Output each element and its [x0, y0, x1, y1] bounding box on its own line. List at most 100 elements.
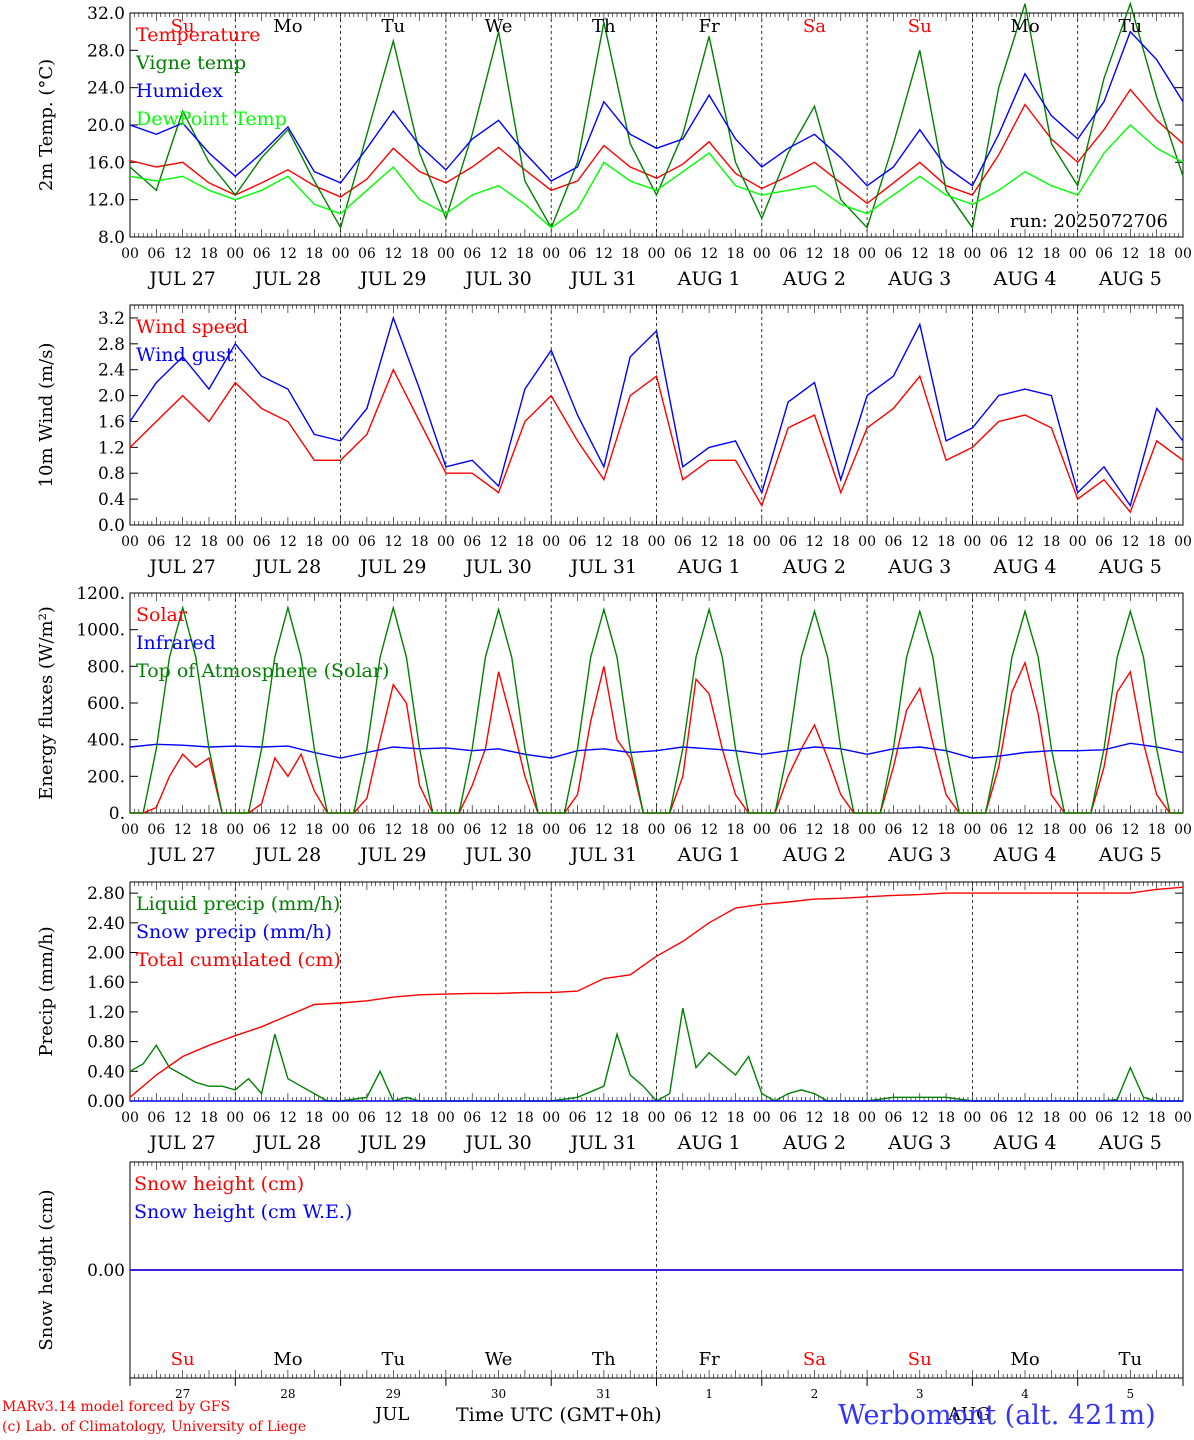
hour-label: 12 [1121, 534, 1139, 550]
y-tick-label: 0.80 [87, 1033, 125, 1053]
station-label: Werbomont (alt. 421m) [838, 1400, 1156, 1431]
hour-label: 12 [174, 1110, 192, 1126]
hour-label: 00 [332, 534, 350, 550]
date-label: JUL 28 [253, 556, 321, 578]
date-label: AUG 4 [993, 1132, 1057, 1154]
y-tick-label: 3.2 [98, 309, 125, 329]
panel-3: 0. 200. 400. 600. 800. 1000. 1200. Energy fluxe… [36, 584, 1192, 866]
hour-label: 06 [358, 1110, 376, 1126]
y-tick-label: 2.0 [98, 387, 125, 407]
date-label: AUG 2 [782, 268, 846, 290]
date-label: AUG 5 [1098, 844, 1162, 866]
hour-label: 18 [411, 534, 429, 550]
hour-label: 18 [411, 246, 429, 262]
hour-label: 00 [1174, 246, 1192, 262]
model-credit: MARv3.14 model forced by GFS [2, 1399, 231, 1415]
hour-label: 00 [121, 822, 139, 838]
hour-label: 18 [200, 534, 218, 550]
hour-label: 18 [1148, 534, 1166, 550]
hour-label: 18 [200, 246, 218, 262]
plot-frame [129, 12, 1184, 238]
hour-label: 06 [990, 1110, 1008, 1126]
day-number-label: 2 [811, 1387, 819, 1400]
hour-label: 06 [990, 822, 1008, 838]
panel-4: 0.00 0.40 0.80 1.20 1.60 2.00 2.40 2.80 Precip (… [36, 881, 1192, 1154]
hour-label: 18 [305, 822, 323, 838]
hour-label: 00 [226, 534, 244, 550]
hour-ticks [129, 593, 1184, 813]
hour-label: 12 [911, 1110, 929, 1126]
hour-label: 12 [806, 822, 824, 838]
hour-label: 06 [147, 1110, 165, 1126]
hour-label: 06 [253, 534, 271, 550]
hour-label: 06 [569, 534, 587, 550]
hour-label: 00 [226, 822, 244, 838]
hour-label: 00 [753, 822, 771, 838]
day-name-label: Sa [803, 1349, 826, 1370]
hour-label: 00 [648, 1110, 666, 1126]
hour-label: 06 [885, 534, 903, 550]
hour-label: 00 [121, 534, 139, 550]
date-label: JUL 30 [463, 1132, 531, 1154]
hour-label: 06 [674, 822, 692, 838]
date-label: AUG 4 [993, 844, 1057, 866]
hour-label: 12 [490, 822, 508, 838]
hour-label: 18 [1042, 822, 1060, 838]
date-label: AUG 1 [677, 1132, 741, 1154]
hour-label: 12 [595, 1110, 613, 1126]
date-label: JUL 31 [569, 1132, 637, 1154]
y-tick-label: 2.8 [98, 335, 125, 355]
y-tick-label: 400. [87, 731, 125, 751]
y-tick-label: 1000. [76, 621, 125, 641]
date-label: JUL 30 [463, 268, 531, 290]
legend-entry: Wind speed [136, 316, 248, 338]
hour-label: 12 [1016, 534, 1034, 550]
hour-label: 18 [305, 246, 323, 262]
y-tick-label: 1.2 [98, 438, 125, 458]
hour-label: 12 [700, 822, 718, 838]
hour-label: 12 [1016, 246, 1034, 262]
y-axis-label: 10m Wind (m/s) [36, 343, 57, 488]
day-name-label: Tu [1119, 1349, 1143, 1370]
hour-label: 18 [516, 534, 534, 550]
time-axis-label: Time UTC (GMT+0h) [456, 1404, 662, 1426]
hour-label: 00 [437, 822, 455, 838]
hour-label: 18 [621, 1110, 639, 1126]
series-line [129, 1, 1184, 230]
date-label: JUL 27 [147, 556, 215, 578]
hour-label: 00 [437, 1110, 455, 1126]
day-name-label: Tu [1119, 16, 1143, 37]
day-number-label: 28 [280, 1387, 295, 1400]
series-line [129, 315, 1184, 508]
hour-label: 06 [885, 1110, 903, 1126]
hour-label: 00 [332, 822, 350, 838]
hour-label: 12 [806, 534, 824, 550]
hour-label: 12 [700, 1110, 718, 1126]
y-tick-label: 2.80 [87, 884, 125, 904]
footer-month-left: JUL [375, 1404, 410, 1425]
legend-entry: Snow precip (mm/h) [136, 921, 332, 943]
footer-month-right: AUG [948, 1404, 991, 1425]
hour-label: 06 [779, 534, 797, 550]
hour-label: 00 [963, 1110, 981, 1126]
hour-label: 18 [727, 534, 745, 550]
y-tick-label: 32.0 [87, 4, 125, 24]
hour-label: 00 [542, 822, 560, 838]
hour-label: 00 [332, 246, 350, 262]
hour-label: 06 [1095, 246, 1113, 262]
hour-label: 00 [542, 1110, 560, 1126]
hour-label: 12 [700, 246, 718, 262]
panel-5: 0.00 Snow height (cm) Snow height (cm) Snow… [36, 1161, 1184, 1400]
y-axis-label: 2m Temp. (°C) [36, 59, 57, 191]
hour-label: 18 [305, 1110, 323, 1126]
series-line [129, 886, 1184, 1098]
legend-entry: Temperature [136, 24, 260, 46]
day-name-label: Su [171, 16, 195, 37]
hour-label: 00 [753, 534, 771, 550]
hour-label: 06 [885, 246, 903, 262]
hour-label: 00 [1069, 246, 1087, 262]
legend-entry: Infrared [136, 632, 216, 654]
hour-label: 06 [463, 534, 481, 550]
series-line [129, 742, 1184, 759]
series-line [129, 88, 1184, 205]
